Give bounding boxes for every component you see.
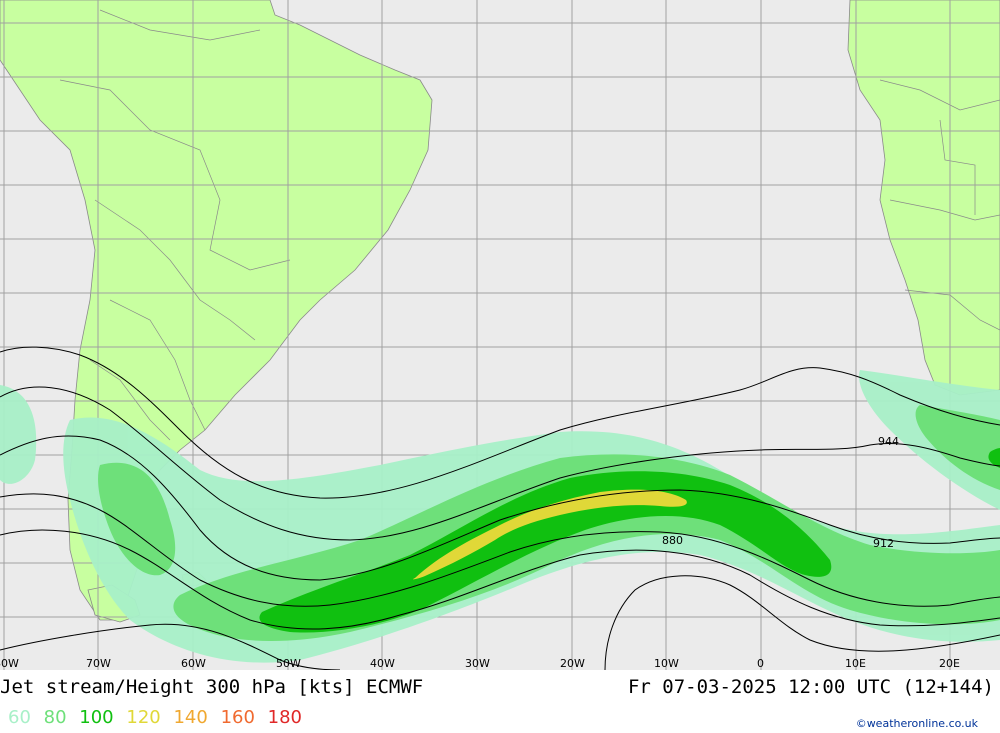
legend-value: 60 — [8, 707, 31, 728]
lon-label: 80W — [0, 657, 19, 670]
lon-label: 20E — [939, 657, 960, 670]
contour-label-880: 880 — [662, 534, 683, 547]
map-title: Jet stream/Height 300 hPa [kts] ECMWF — [0, 676, 424, 698]
wind-speed-120kt — [413, 489, 687, 580]
legend-value: 120 — [126, 707, 161, 728]
contour-label-912: 912 — [873, 537, 894, 550]
wind-speed-legend: 60 80 100 120 140 160 180 — [8, 707, 309, 728]
height-contours — [0, 346, 1000, 670]
lon-label: 30W — [465, 657, 490, 670]
legend-value: 180 — [267, 707, 303, 728]
lon-label: 10W — [654, 657, 679, 670]
legend-value: 160 — [220, 707, 255, 728]
footer-bar — [0, 670, 1000, 733]
lon-label: 20W — [560, 657, 585, 670]
legend-value: 140 — [173, 707, 208, 728]
legend-value: 100 — [79, 707, 114, 728]
lon-label: 70W — [86, 657, 111, 670]
lon-label: 0 — [757, 657, 764, 670]
forecast-time: Fr 07-03-2025 12:00 UTC (12+144) — [627, 676, 994, 698]
legend-value: 80 — [43, 707, 67, 728]
wind-speed-100kt — [259, 448, 1000, 633]
lon-label: 40W — [370, 657, 395, 670]
lon-label: 60W — [181, 657, 206, 670]
longitude-labels: 80W 70W 60W 50W 40W 30W 20W 10W 0 10E 20… — [0, 657, 960, 670]
jet-stream-map: 944 912 880 80W 70W 60W 50W 40W 30W 20W … — [0, 0, 1000, 670]
country-borders — [59, 9, 1000, 441]
lon-label: 10E — [845, 657, 866, 670]
credit-link[interactable]: ©weatheronline.co.uk — [855, 717, 978, 730]
lon-label: 50W — [276, 657, 301, 670]
contour-label-944: 944 — [878, 435, 899, 448]
